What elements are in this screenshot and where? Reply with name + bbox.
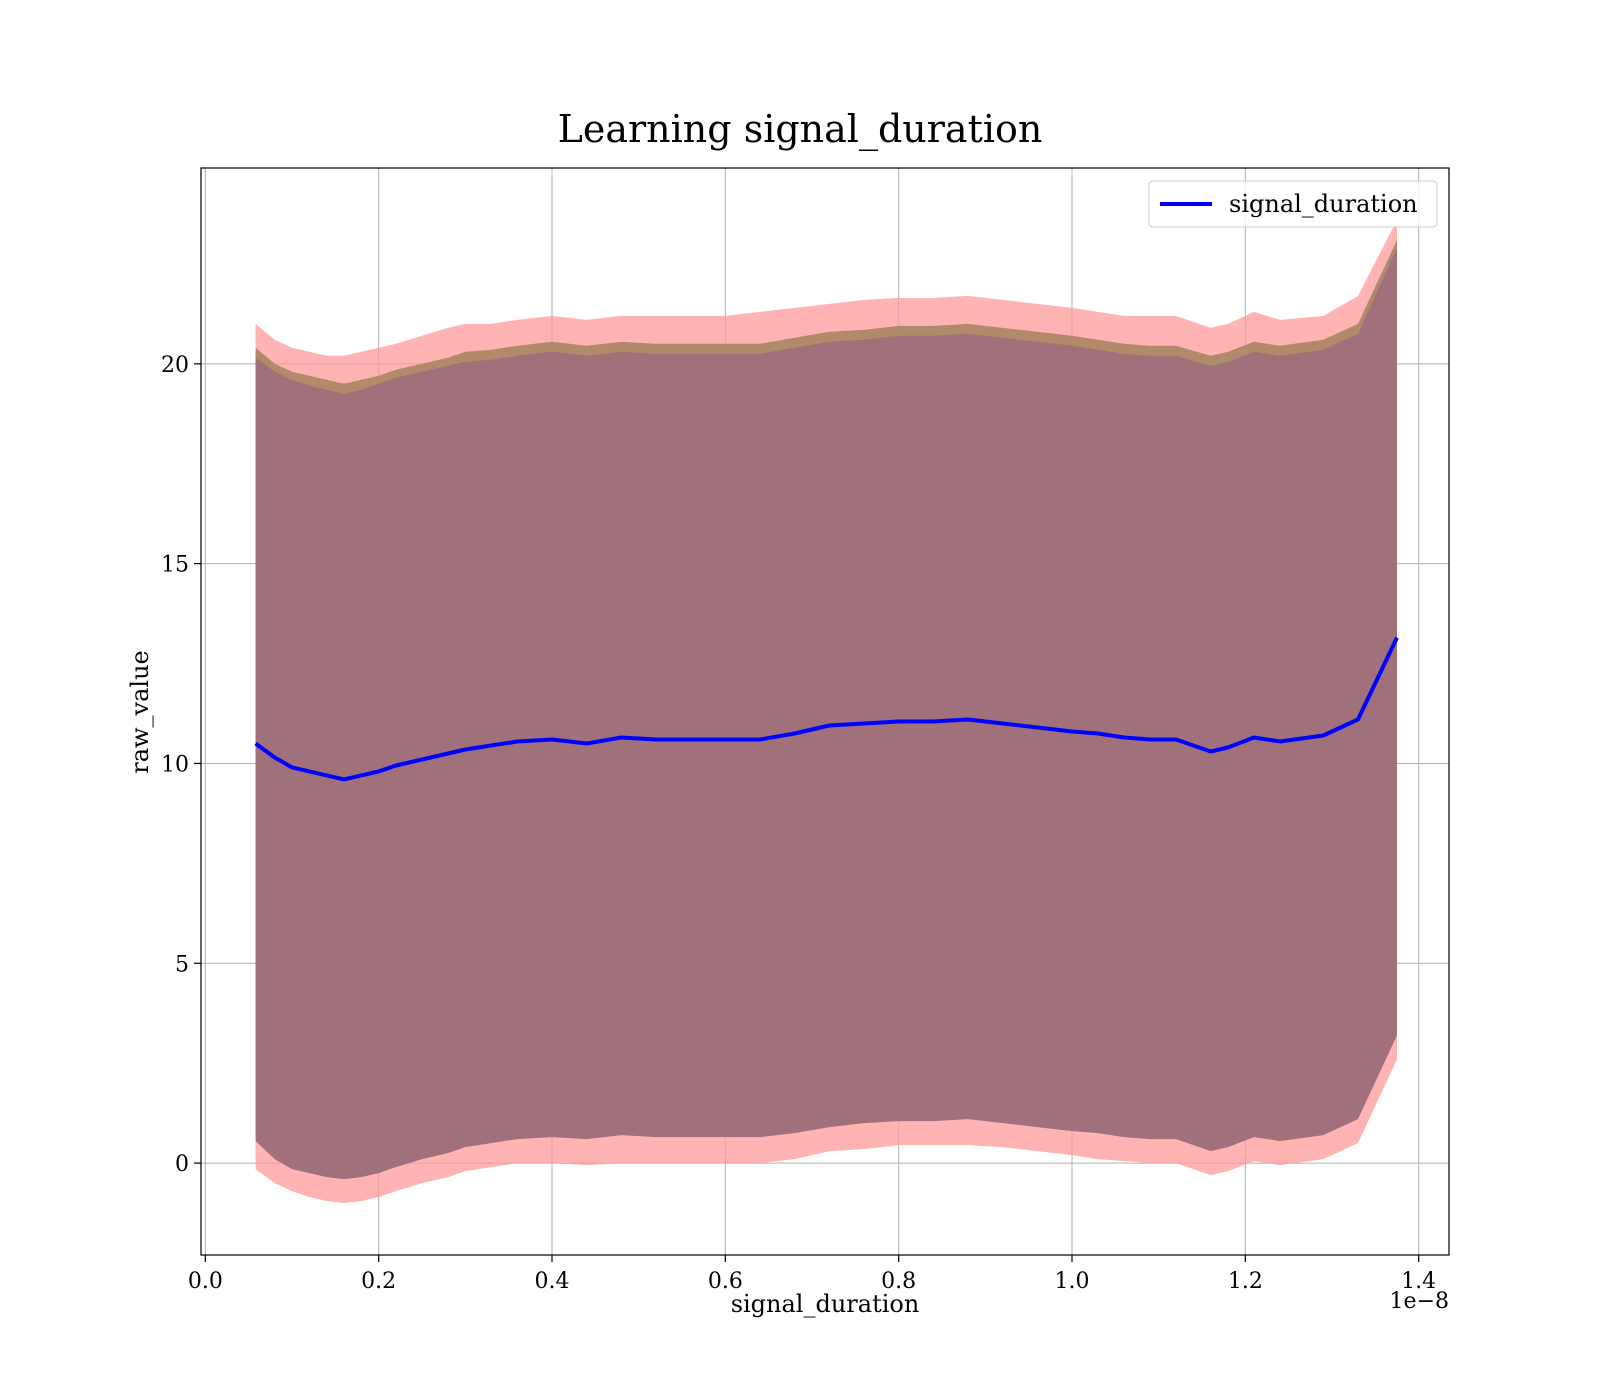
y-tick-label: 5 (175, 952, 189, 977)
confidence-bands (255, 220, 1398, 1203)
plot-frame (200, 167, 1450, 1256)
x-offset-label: 1e−8 (1390, 1289, 1449, 1314)
x-tick-label: 0.2 (361, 1269, 396, 1294)
x-tick-label: 0.8 (881, 1269, 916, 1294)
chart-title: Learning signal_duration (558, 107, 1043, 152)
x-tick-label: 0.0 (188, 1269, 223, 1294)
x-tick-label: 0.6 (708, 1269, 743, 1294)
x-axis-label: signal_duration (731, 1290, 920, 1318)
y-tick-label: 20 (161, 353, 189, 378)
x-tick-label: 1.0 (1055, 1269, 1090, 1294)
y-tick-label: 10 (161, 752, 189, 777)
x-tick-label: 1.4 (1401, 1269, 1436, 1294)
y-tick-label: 15 (161, 553, 189, 578)
x-tick-label: 1.2 (1228, 1269, 1263, 1294)
legend-box (1148, 180, 1438, 228)
series-lines (254, 636, 1399, 782)
legend: signal_duration (1148, 180, 1438, 228)
legend-label: signal_duration (1229, 190, 1418, 218)
x-tick-label: 0.4 (535, 1269, 570, 1294)
y-axis-ticks: 0 5 10 15 20 (161, 353, 201, 1177)
series-line (254, 636, 1399, 782)
y-axis-label: raw_value (126, 650, 154, 774)
y-tick-label: 0 (175, 1152, 189, 1177)
x-axis-ticks: 0.0 0.2 0.4 0.6 0.8 1.0 1.2 1.4 (188, 1255, 1436, 1294)
inner-band (255, 247, 1398, 1180)
